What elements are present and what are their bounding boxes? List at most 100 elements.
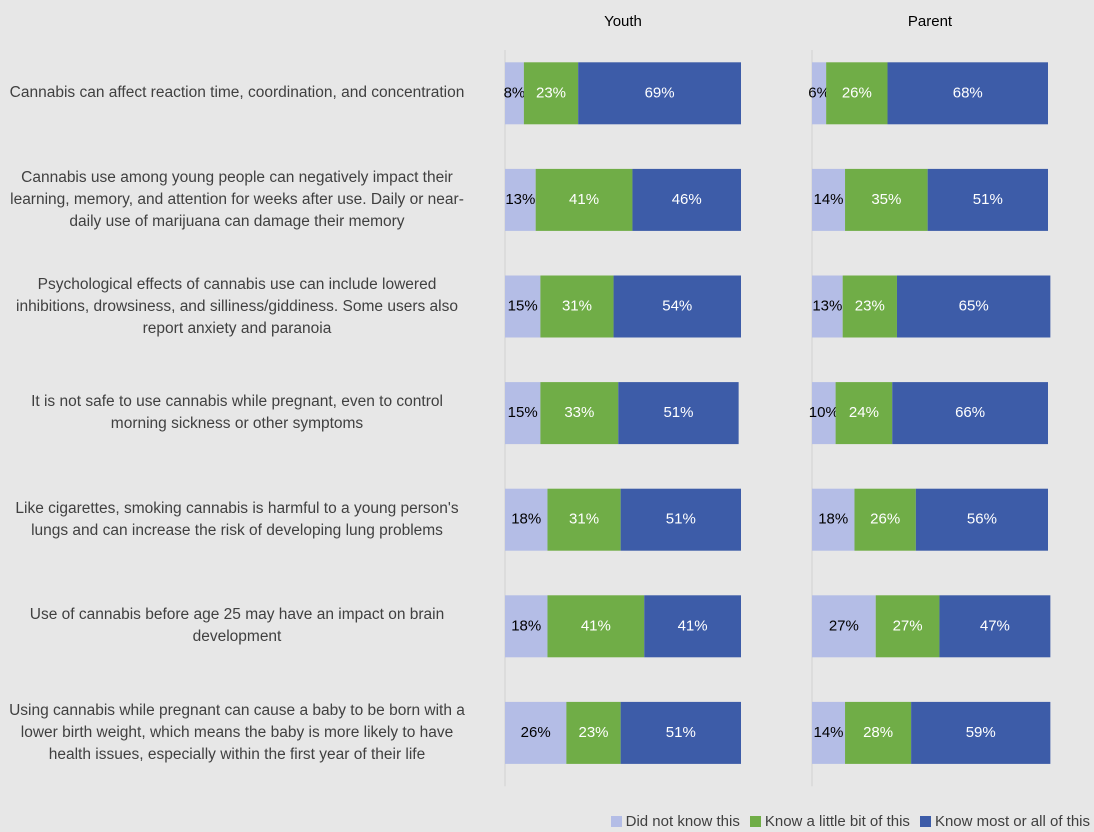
value-label: 27% [893,617,923,634]
value-label: 6% [808,84,830,101]
value-label: 18% [511,511,541,528]
bar-segment [835,382,893,445]
legend-label: Know a little bit of this [764,813,910,830]
bar-segment [875,595,940,658]
legend-item: Did not know this [610,813,740,830]
bar-segment [505,62,524,125]
value-label: 15% [508,404,538,421]
bar-segment [547,595,645,658]
bar-segment [547,488,621,551]
value-label: 65% [959,297,989,314]
value-label: 8% [504,84,526,101]
value-label: 27% [829,617,859,634]
bar-segment [842,275,897,338]
value-label: 24% [849,404,879,421]
value-label: 56% [967,511,997,528]
bar-segment [812,595,876,658]
bar-segment [505,382,541,445]
value-label: 68% [953,84,983,101]
value-label: 26% [870,511,900,528]
value-label: 26% [521,724,551,741]
legend: Did not know this Know a little bit of th… [610,813,1090,830]
value-label: 66% [955,404,985,421]
bar-segment [812,382,836,445]
bar-segment [505,488,548,551]
value-label: 51% [666,724,696,741]
value-label: 13% [505,191,535,208]
bar-segment [505,595,548,658]
bar-segment [812,62,827,125]
value-label: 14% [814,191,844,208]
bar-segment [566,701,621,764]
value-label: 13% [812,297,842,314]
value-label: 51% [663,404,693,421]
bar-segment [644,595,741,658]
bar-segment [523,62,579,125]
bar-segment [540,275,614,338]
bar-segment [892,382,1048,445]
value-label: 59% [966,724,996,741]
category-label: Like cigarettes, smoking cannabis is har… [15,499,459,539]
bar-segment [505,168,536,231]
bar-segment [927,168,1048,231]
bar-segment [505,275,541,338]
bar-segment [540,382,619,445]
legend-label: Did not know this [625,813,740,830]
category-label: Cannabis can affect reaction time, coord… [9,84,465,102]
bar-segment [845,701,912,764]
legend-swatch [610,816,622,827]
value-label: 51% [666,511,696,528]
bar-segment [826,62,888,125]
category-label: It is not safe to use cannabis while pre… [31,393,443,433]
bar-segment [915,488,1048,551]
value-label: 14% [814,724,844,741]
bar-segment [505,701,567,764]
bar-segment [812,701,846,764]
value-label: 51% [973,191,1003,208]
value-label: 31% [562,297,592,314]
value-label: 18% [818,511,848,528]
bar-segment [620,701,741,764]
value-label: 41% [678,617,708,634]
value-label: 15% [508,297,538,314]
value-label: 18% [511,617,541,634]
value-label: 47% [980,617,1010,634]
bar-segment [812,168,846,231]
legend-swatch [749,816,761,827]
value-label: 23% [578,724,608,741]
bar-segment [887,62,1048,125]
legend-item: Know most or all of this [919,813,1090,830]
value-label: 33% [564,404,594,421]
value-label: 28% [863,724,893,741]
bar-segment [911,701,1051,764]
category-label: Using cannabis while pregnant can cause … [9,701,465,763]
bar-segment [812,275,843,338]
value-label: 10% [809,404,839,421]
bar-segment [845,168,928,231]
value-label: 23% [855,297,885,314]
category-label: Psychological effects of cannabis use ca… [16,275,458,337]
bar-segment [535,168,633,231]
bar-segment [939,595,1051,658]
category-label: Use of cannabis before age 25 may have a… [29,606,445,646]
panel-title: Parent [908,13,953,30]
value-label: 54% [662,297,692,314]
panel-title: Youth [604,13,642,30]
bar-segment [578,62,741,125]
value-label: 41% [581,617,611,634]
value-label: 41% [569,191,599,208]
value-label: 31% [569,511,599,528]
bar-segment [618,382,739,445]
legend-item: Know a little bit of this [749,813,910,830]
bar-segment [896,275,1051,338]
value-label: 26% [842,84,872,101]
value-label: 23% [536,84,566,101]
legend-label: Know most or all of this [934,813,1090,830]
value-label: 69% [645,84,675,101]
bar-segment [854,488,916,551]
legend-swatch [919,816,931,827]
bar-segment [620,488,741,551]
bar-segment [632,168,741,231]
